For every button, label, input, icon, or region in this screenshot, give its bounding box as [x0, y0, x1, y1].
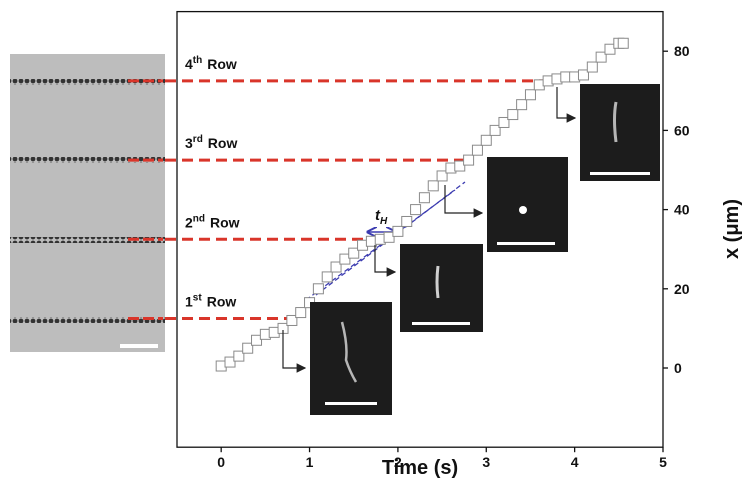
point	[401, 215, 413, 227]
row-number: 4	[185, 56, 193, 72]
x-tick-label: 5	[659, 454, 667, 470]
point	[295, 307, 307, 319]
point	[392, 225, 404, 237]
point	[242, 342, 254, 354]
row-label: 3rd Row	[185, 134, 237, 151]
point	[617, 37, 629, 49]
insets	[282, 84, 660, 415]
y-tick-label: 40	[674, 202, 690, 218]
point	[524, 89, 536, 101]
point	[383, 231, 395, 243]
y-tick-label: 0	[674, 360, 682, 376]
trajectory	[215, 37, 629, 372]
point	[507, 109, 519, 121]
x-tick-label: 2	[394, 454, 402, 470]
point	[595, 51, 607, 63]
row-suffix: st	[193, 293, 203, 304]
point	[471, 144, 483, 156]
row-label: 4th Row	[185, 55, 237, 72]
row-label: 2nd Row	[185, 213, 240, 230]
row-number: 1	[185, 294, 193, 310]
point	[586, 61, 598, 73]
dwell-label: tH	[375, 207, 388, 227]
row-number: 2	[185, 214, 193, 230]
row-label: 1st Row	[185, 293, 236, 310]
row-word: Row	[207, 294, 237, 310]
point	[339, 253, 351, 265]
micrograph	[10, 54, 165, 352]
point	[224, 356, 236, 368]
point	[436, 170, 448, 182]
row-suffix: th	[193, 55, 202, 66]
point	[489, 124, 501, 136]
point	[321, 271, 333, 283]
point	[410, 204, 422, 216]
point	[577, 69, 589, 81]
row-word: Row	[207, 56, 237, 72]
x-tick-label: 1	[306, 454, 314, 470]
point	[463, 154, 475, 166]
plot-frame	[176, 10, 664, 448]
row-suffix: nd	[193, 213, 205, 224]
point	[454, 160, 466, 172]
x-axis-label: Time (s)	[382, 457, 458, 479]
y-tick-label: 80	[674, 43, 690, 59]
point	[348, 247, 360, 259]
x-tick-label: 4	[571, 454, 579, 470]
point	[480, 134, 492, 146]
point	[233, 350, 245, 362]
point	[604, 43, 616, 55]
x-tick-label: 0	[217, 454, 225, 470]
row-suffix: rd	[193, 134, 203, 145]
point	[286, 314, 298, 326]
rows: 1st Row 2nd Row 3rd Row 4th Row	[128, 55, 549, 320]
point	[516, 99, 528, 111]
point	[251, 334, 263, 346]
row-word: Row	[208, 135, 238, 151]
y-axis-label: x (μm)	[721, 199, 743, 259]
point	[498, 116, 510, 128]
row-number: 3	[185, 135, 193, 151]
point	[330, 261, 342, 273]
row-word: Row	[210, 214, 240, 230]
point	[427, 180, 439, 192]
y-tick-label: 60	[674, 122, 690, 138]
x-tick-label: 3	[482, 454, 490, 470]
axes: 0 1 2 3 4 5 0 20 40 60 80	[217, 43, 690, 470]
point	[312, 283, 324, 295]
point	[418, 192, 430, 204]
y-tick-label: 20	[674, 281, 690, 297]
